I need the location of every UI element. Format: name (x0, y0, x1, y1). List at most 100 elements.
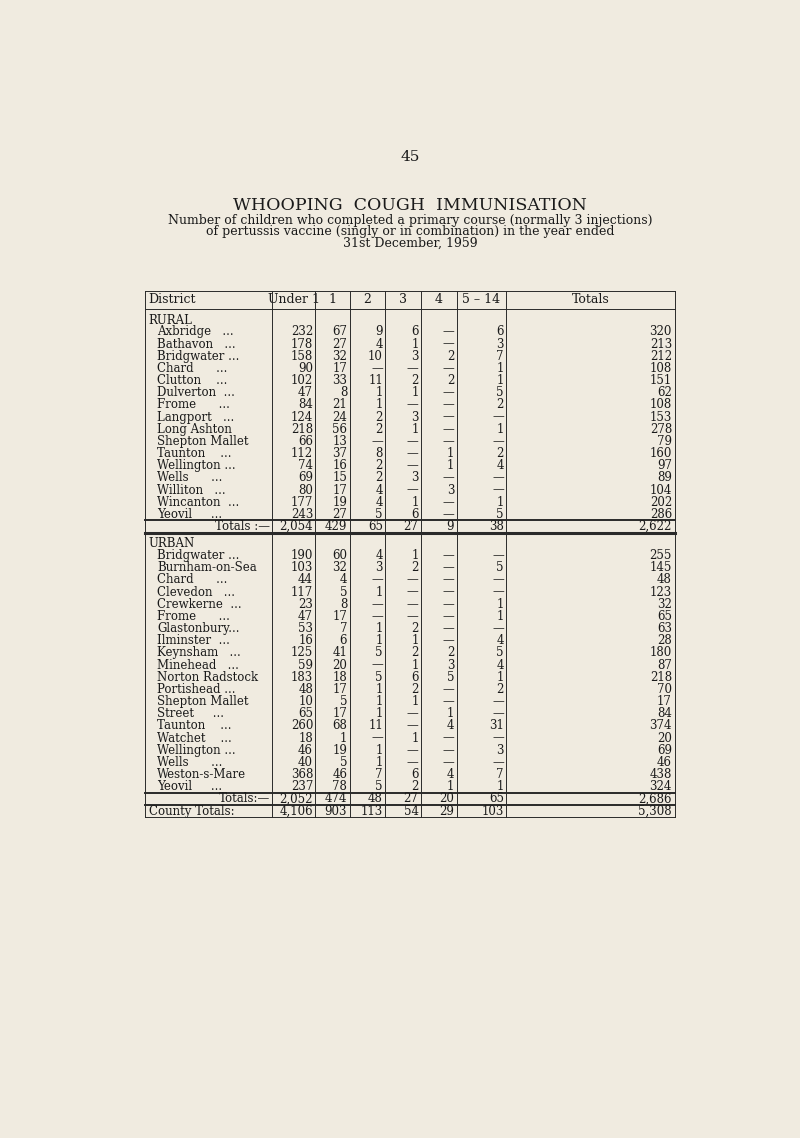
Text: 17: 17 (332, 683, 347, 695)
Text: 1: 1 (496, 496, 504, 509)
Text: —: — (406, 586, 418, 599)
Text: 8: 8 (340, 597, 347, 611)
Text: 65: 65 (368, 520, 383, 533)
Text: —: — (442, 597, 454, 611)
Text: 65: 65 (489, 792, 504, 806)
Text: 48: 48 (298, 683, 313, 695)
Text: 1: 1 (496, 374, 504, 387)
Text: 19: 19 (332, 743, 347, 757)
Text: 59: 59 (298, 659, 313, 671)
Text: 103: 103 (290, 561, 313, 575)
Text: Minehead   ...: Minehead ... (158, 659, 239, 671)
Text: Totals :—: Totals :— (214, 520, 270, 533)
Text: —: — (492, 435, 504, 448)
Text: Williton   ...: Williton ... (158, 484, 226, 496)
Text: 17: 17 (332, 707, 347, 720)
Text: Axbridge   ...: Axbridge ... (158, 325, 234, 338)
Text: 20: 20 (439, 792, 454, 806)
Text: 1: 1 (496, 610, 504, 622)
Text: 4: 4 (446, 768, 454, 781)
Text: Taunton    ...: Taunton ... (158, 447, 232, 460)
Text: 5,308: 5,308 (638, 805, 672, 817)
Text: 108: 108 (650, 398, 672, 412)
Text: 78: 78 (332, 781, 347, 793)
Text: 28: 28 (658, 634, 672, 648)
Text: 10: 10 (368, 349, 383, 363)
Text: 31st December, 1959: 31st December, 1959 (342, 237, 478, 249)
Text: 46: 46 (657, 756, 672, 769)
Text: 1: 1 (411, 659, 418, 671)
Text: 112: 112 (291, 447, 313, 460)
Text: —: — (371, 574, 383, 586)
Text: Frome      ...: Frome ... (158, 610, 230, 622)
Text: 65: 65 (298, 707, 313, 720)
Text: —: — (442, 325, 454, 338)
Text: —: — (406, 743, 418, 757)
Text: of pertussis vaccine (singly or in combination) in the year ended: of pertussis vaccine (singly or in combi… (206, 225, 614, 238)
Text: 1: 1 (411, 496, 418, 509)
Text: 1: 1 (496, 362, 504, 374)
Text: 68: 68 (332, 719, 347, 733)
Text: 6: 6 (340, 634, 347, 648)
Text: —: — (442, 435, 454, 448)
Text: Long Ashton: Long Ashton (158, 422, 232, 436)
Text: Norton Radstock: Norton Radstock (158, 670, 258, 684)
Text: 3: 3 (496, 338, 504, 351)
Text: 1: 1 (375, 586, 383, 599)
Text: —: — (442, 610, 454, 622)
Text: 2,686: 2,686 (638, 792, 672, 806)
Text: 324: 324 (650, 781, 672, 793)
Text: 18: 18 (333, 670, 347, 684)
Text: —: — (492, 574, 504, 586)
Text: Under 1: Under 1 (268, 294, 320, 306)
Text: Weston-s-Mare: Weston-s-Mare (158, 768, 246, 781)
Text: 6: 6 (496, 325, 504, 338)
Text: 31: 31 (489, 719, 504, 733)
Text: —: — (371, 610, 383, 622)
Text: 5 – 14: 5 – 14 (462, 294, 500, 306)
Text: 474: 474 (325, 792, 347, 806)
Text: 37: 37 (332, 447, 347, 460)
Text: 9: 9 (375, 325, 383, 338)
Text: 74: 74 (298, 460, 313, 472)
Text: —: — (406, 574, 418, 586)
Text: 3: 3 (496, 743, 504, 757)
Text: Bridgwater ...: Bridgwater ... (158, 349, 240, 363)
Text: 20: 20 (657, 732, 672, 744)
Text: 213: 213 (650, 338, 672, 351)
Text: 1: 1 (375, 622, 383, 635)
Text: —: — (492, 622, 504, 635)
Text: 2: 2 (375, 411, 383, 423)
Text: Langport   ...: Langport ... (158, 411, 234, 423)
Text: 1: 1 (496, 670, 504, 684)
Text: —: — (442, 496, 454, 509)
Text: 48: 48 (368, 792, 383, 806)
Text: 7: 7 (375, 768, 383, 781)
Text: 2: 2 (411, 781, 418, 793)
Text: Wellington ...: Wellington ... (158, 743, 236, 757)
Text: WHOOPING  COUGH  IMMUNISATION: WHOOPING COUGH IMMUNISATION (233, 197, 587, 214)
Text: 45: 45 (400, 150, 420, 164)
Text: Shepton Mallet: Shepton Mallet (158, 695, 249, 708)
Text: 7: 7 (496, 349, 504, 363)
Text: Wellington ...: Wellington ... (158, 460, 236, 472)
Text: Frome      ...: Frome ... (158, 398, 230, 412)
Text: 41: 41 (332, 646, 347, 659)
Text: —: — (442, 622, 454, 635)
Text: —: — (406, 398, 418, 412)
Text: 202: 202 (650, 496, 672, 509)
Text: 2: 2 (446, 646, 454, 659)
Text: Chard      ...: Chard ... (158, 574, 228, 586)
Text: 63: 63 (657, 622, 672, 635)
Text: RURAL: RURAL (149, 314, 193, 327)
Text: 1: 1 (329, 294, 337, 306)
Text: 84: 84 (298, 398, 313, 412)
Text: 1: 1 (375, 756, 383, 769)
Text: 1: 1 (375, 743, 383, 757)
Text: 1: 1 (411, 422, 418, 436)
Text: Wincanton  ...: Wincanton ... (158, 496, 240, 509)
Text: 151: 151 (650, 374, 672, 387)
Text: 5: 5 (375, 670, 383, 684)
Text: 218: 218 (650, 670, 672, 684)
Text: 47: 47 (298, 610, 313, 622)
